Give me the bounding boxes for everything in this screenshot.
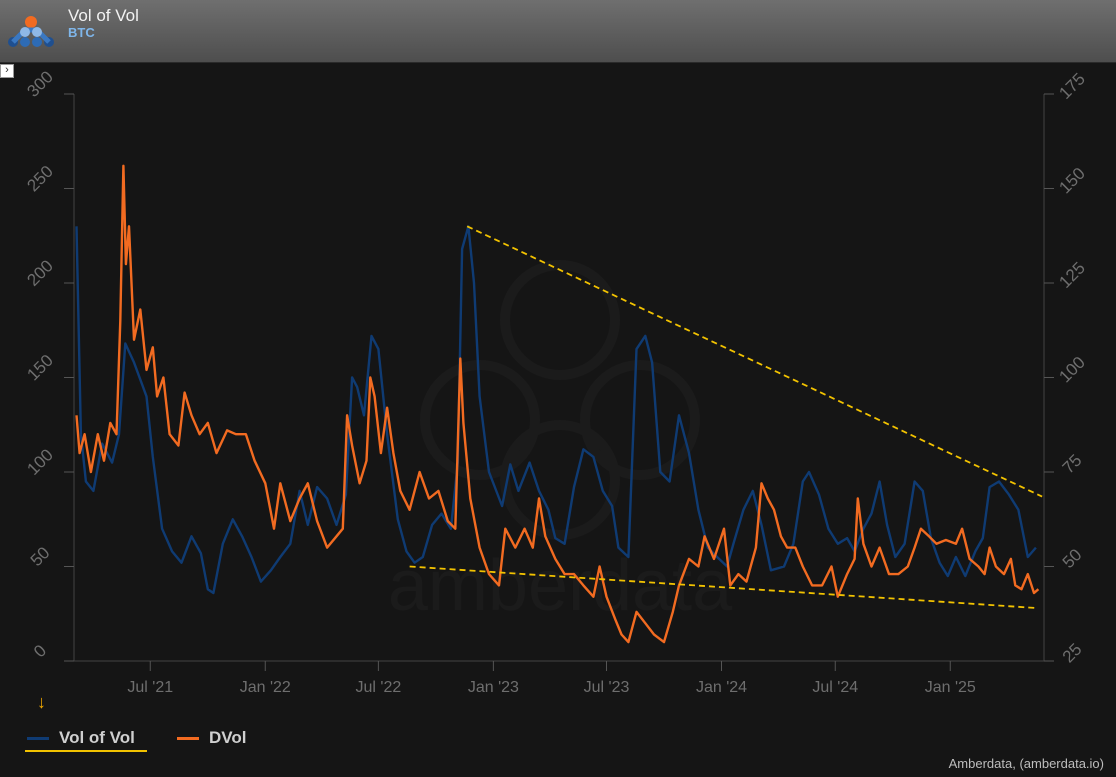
watermark-text: amberdata [388, 546, 733, 626]
watermark: amberdata [388, 260, 733, 626]
x-tick-label: Jul '21 [127, 679, 173, 696]
y-right-tick-label: 25 [1059, 640, 1086, 667]
y-left-tick-label: 300 [23, 67, 56, 100]
y-right-tick-label: 50 [1059, 545, 1086, 572]
y-right-tick-label: 100 [1055, 353, 1088, 386]
y-right-tick-label: 150 [1055, 164, 1088, 197]
y-left-tick-label: 150 [23, 351, 56, 384]
amberdata-logo-icon [8, 16, 54, 47]
trendlines [409, 225, 1043, 609]
legend-swatch-vol-of-vol [27, 736, 49, 740]
legend-item-dvol[interactable]: DVol [177, 724, 246, 752]
y-left-tick-label: 0 [30, 641, 50, 661]
legend-selected-underline [25, 750, 147, 752]
lower-trendline [409, 565, 1038, 609]
y-left-tick-label: 250 [23, 162, 56, 195]
y-right-tick-label: 175 [1055, 69, 1088, 102]
series-layer [75, 164, 1040, 644]
x-tick-label: Jul '24 [812, 679, 858, 696]
y-left-tick-label: 50 [27, 543, 54, 570]
x-tick-label: Jan '24 [696, 679, 747, 696]
legend-label-vol-of-vol: Vol of Vol [59, 728, 135, 747]
legend-swatch-dvol [177, 736, 199, 740]
x-tick-label: Jan '22 [240, 679, 291, 696]
legend-item-vol-of-vol[interactable]: Vol of Vol [27, 724, 135, 752]
y-right-tick-label: 75 [1059, 451, 1086, 478]
expand-chevron-icon[interactable]: › [0, 64, 14, 78]
x-tick-label: Jan '25 [925, 679, 976, 696]
vol-of-vol-chart: amberdata 0 50 100 150 200 250 300 25 50 75 100 125… [23, 67, 1088, 696]
legend-arrow-down-icon: ↓ [37, 692, 46, 712]
x-tick-label: Jan '23 [468, 679, 519, 696]
series-line-dvol [75, 164, 1040, 644]
x-tick-label: Jul '22 [356, 679, 402, 696]
chart-header: Vol of Vol BTC [0, 0, 1116, 63]
x-tick-label: Jul '23 [584, 679, 630, 696]
chart-subtitle: BTC [68, 25, 95, 40]
upper-trendline [466, 225, 1043, 498]
chart-credit: Amberdata, (amberdata.io) [948, 756, 1104, 771]
legend-label-dvol: DVol [209, 728, 247, 747]
y-left-tick-label: 200 [23, 256, 56, 289]
y-right-tick-label: 125 [1055, 258, 1088, 291]
chart-title: Vol of Vol [68, 6, 139, 25]
y-left-tick-label: 100 [23, 445, 56, 478]
series-line-vol-of-vol [75, 225, 1037, 595]
